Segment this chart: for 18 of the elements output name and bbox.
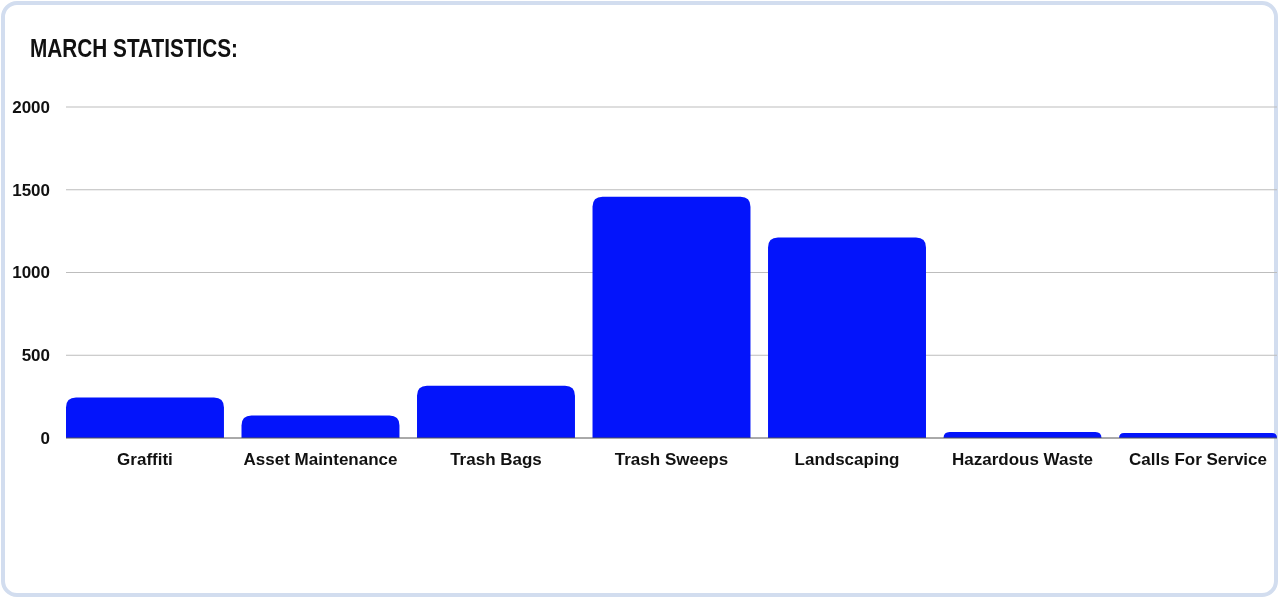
y-tick-label: 500 [21,346,50,366]
y-tick-label: 2000 [12,97,50,117]
x-tick-label: Hazardous Waste [951,450,1094,469]
x-tick-label: Trash Sweeps [614,450,729,469]
bar [241,415,400,438]
x-tick-label: Asset Maintenance [243,450,398,469]
x-tick-label: Calls For Service [1129,450,1268,469]
y-tick-label: 1500 [12,180,50,200]
bar [592,196,751,438]
y-tick-label: 1000 [12,263,50,283]
x-tick-label: Trash Bags [450,450,542,469]
y-tick-label: 0 [40,428,50,448]
x-tick-label: Landscaping [794,450,900,469]
bar [768,237,926,438]
x-tick-label: Graffiti [117,450,173,469]
bar [66,397,224,438]
chart-title: MARCH STATISTICS: [30,33,291,63]
bar [417,385,575,438]
